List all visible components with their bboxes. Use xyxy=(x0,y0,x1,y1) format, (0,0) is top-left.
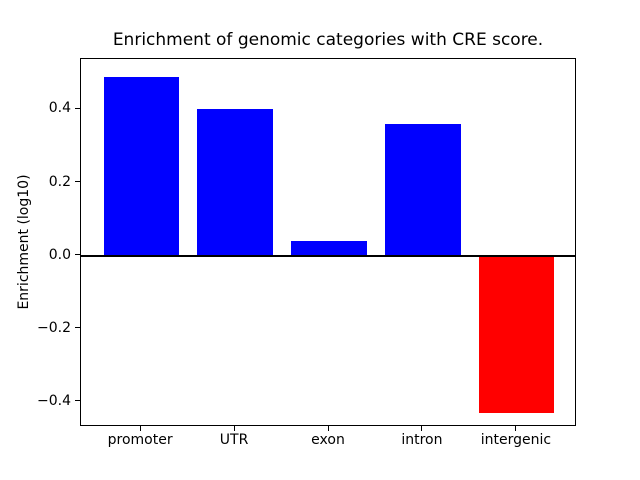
x-tick-label-intron: intron xyxy=(401,432,443,448)
y-tick-label: −0.4 xyxy=(37,392,71,409)
x-tick-mark xyxy=(327,426,329,431)
x-tick-label-UTR: UTR xyxy=(219,432,249,448)
x-tick-label-intergenic: intergenic xyxy=(480,432,552,448)
bar-promoter xyxy=(103,76,179,256)
x-tick-label-promoter: promoter xyxy=(107,432,173,448)
y-tick-label: 0.4 xyxy=(48,100,71,117)
chart-title: Enrichment of genomic categories with CR… xyxy=(112,30,544,50)
x-tick-mark xyxy=(515,426,517,431)
x-tick-mark xyxy=(233,426,235,431)
y-tick-mark xyxy=(75,107,80,109)
x-tick-mark xyxy=(139,426,141,431)
zero-line xyxy=(81,254,575,257)
bar-exon xyxy=(291,240,367,256)
y-tick-label: 0.2 xyxy=(48,173,71,190)
x-tick-label-exon: exon xyxy=(311,432,345,448)
bar-UTR xyxy=(197,109,273,256)
plot-area xyxy=(80,58,576,426)
y-tick-mark xyxy=(75,254,80,256)
y-tick-label: 0.0 xyxy=(48,246,71,263)
y-axis-label: Enrichment (log10) xyxy=(16,174,32,310)
x-tick-mark xyxy=(421,426,423,431)
y-tick-mark xyxy=(75,327,80,329)
bar-intron xyxy=(385,124,461,256)
y-tick-mark xyxy=(75,181,80,183)
y-tick-label: −0.2 xyxy=(37,319,71,336)
bar-intergenic xyxy=(479,255,555,413)
y-tick-mark xyxy=(75,400,80,402)
